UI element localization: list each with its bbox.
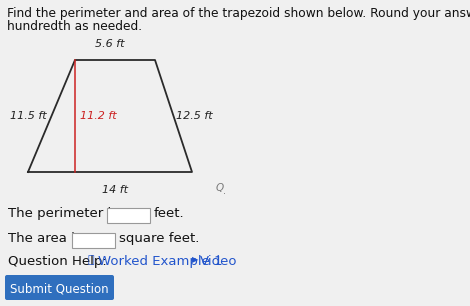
Text: 12.5 ft: 12.5 ft [177,111,213,121]
Text: 11.5 ft: 11.5 ft [10,111,47,121]
Text: ⎙: ⎙ [88,255,94,265]
Text: Q: Q [216,183,224,193]
Text: The area is: The area is [8,232,82,245]
Text: square feet.: square feet. [119,232,199,245]
Text: .: . [224,186,227,196]
Text: ▶: ▶ [192,255,198,264]
Text: Submit Question: Submit Question [10,282,109,295]
Text: feet.: feet. [154,207,185,220]
Text: Worked Example 1: Worked Example 1 [98,255,223,268]
Text: hundredth as needed.: hundredth as needed. [7,20,142,33]
Text: 14 ft: 14 ft [102,185,128,195]
Text: Question Help:: Question Help: [8,255,107,268]
Text: Find the perimeter and area of the trapezoid shown below. Round your answer to t: Find the perimeter and area of the trape… [7,7,470,20]
FancyBboxPatch shape [72,233,115,248]
Text: 11.2 ft: 11.2 ft [80,111,117,121]
Text: The perimeter is: The perimeter is [8,207,118,220]
FancyBboxPatch shape [107,208,150,223]
Text: Video: Video [200,255,237,268]
Text: 5.6 ft: 5.6 ft [95,39,125,49]
FancyBboxPatch shape [5,275,114,300]
